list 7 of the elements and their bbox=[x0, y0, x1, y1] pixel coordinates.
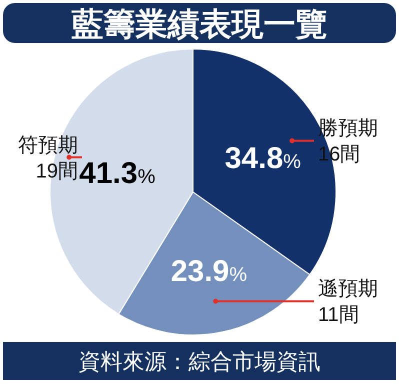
source-note: 資料來源：綜合市場資訊 bbox=[78, 349, 320, 374]
slice-label: 遜預期 11間 bbox=[318, 278, 378, 326]
data-label: 41.3% bbox=[79, 156, 156, 190]
slice-label: 符預期 19間 bbox=[18, 134, 78, 182]
data-label: 34.8% bbox=[224, 142, 302, 175]
chart-title: 藍籌業績表現一覽 bbox=[72, 6, 328, 42]
data-label: 23.9% bbox=[170, 255, 248, 288]
